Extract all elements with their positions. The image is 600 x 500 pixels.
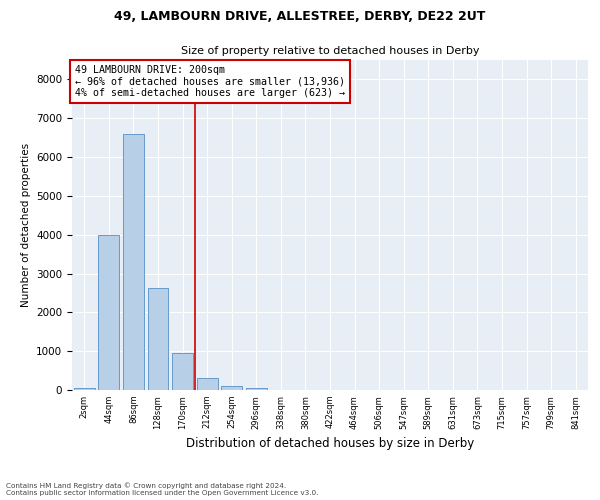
- Y-axis label: Number of detached properties: Number of detached properties: [20, 143, 31, 307]
- X-axis label: Distribution of detached houses by size in Derby: Distribution of detached houses by size …: [186, 437, 474, 450]
- Bar: [74, 388, 95, 390]
- Bar: [246, 388, 267, 390]
- Text: 49 LAMBOURN DRIVE: 200sqm
← 96% of detached houses are smaller (13,936)
4% of se: 49 LAMBOURN DRIVE: 200sqm ← 96% of detac…: [74, 65, 344, 98]
- Bar: [172, 353, 193, 390]
- Bar: [197, 378, 218, 390]
- Text: 49, LAMBOURN DRIVE, ALLESTREE, DERBY, DE22 2UT: 49, LAMBOURN DRIVE, ALLESTREE, DERBY, DE…: [115, 10, 485, 23]
- Title: Size of property relative to detached houses in Derby: Size of property relative to detached ho…: [181, 46, 479, 56]
- Bar: [98, 234, 119, 390]
- Text: Contains HM Land Registry data © Crown copyright and database right 2024.: Contains HM Land Registry data © Crown c…: [6, 482, 286, 489]
- Bar: [148, 288, 169, 390]
- Text: Contains public sector information licensed under the Open Government Licence v3: Contains public sector information licen…: [6, 490, 319, 496]
- Bar: [221, 386, 242, 390]
- Bar: [123, 134, 144, 390]
